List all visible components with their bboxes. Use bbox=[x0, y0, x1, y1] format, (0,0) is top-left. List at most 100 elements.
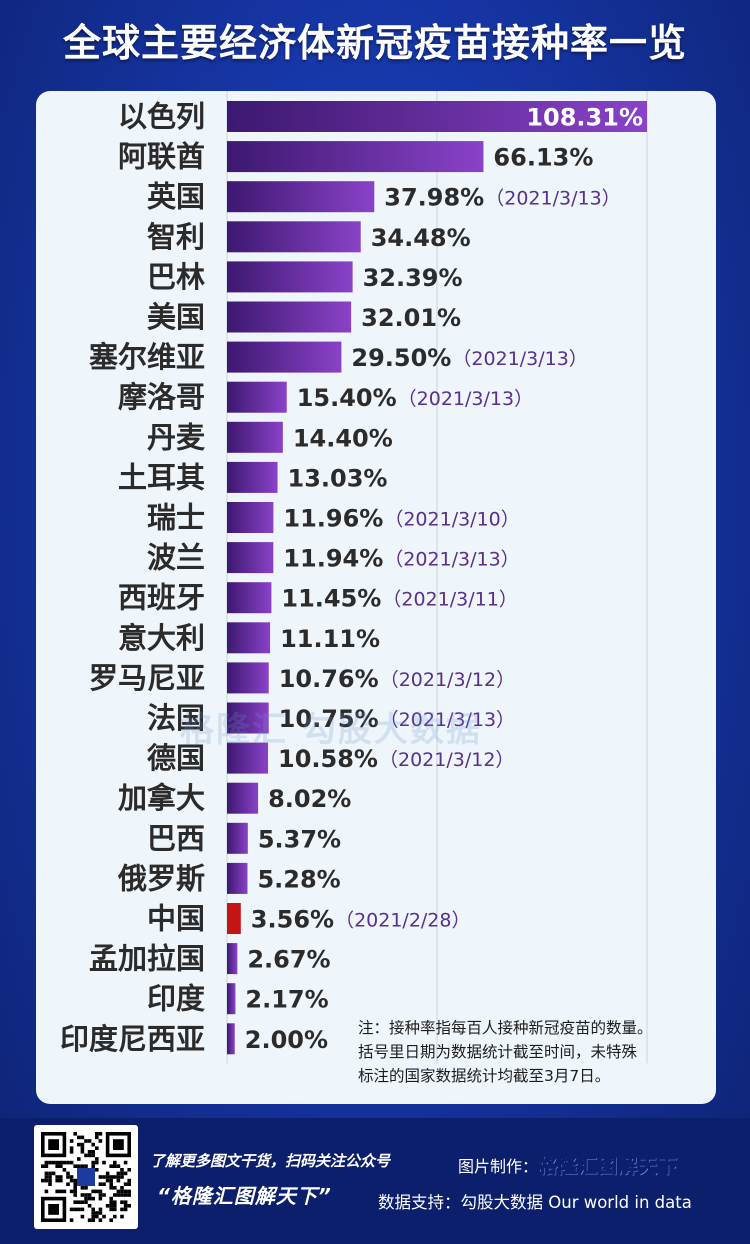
category-label: 瑞士 bbox=[147, 501, 205, 535]
category-label: 摩洛哥 bbox=[118, 380, 205, 414]
value-label: 10.58% bbox=[278, 745, 378, 773]
date-label: （2021/3/13） bbox=[485, 188, 620, 210]
category-label: 意大利 bbox=[118, 621, 205, 655]
bar bbox=[227, 862, 248, 894]
maker-credit: 图片制作：格隆汇图解天下 bbox=[458, 1151, 678, 1178]
value-label: 8.02% bbox=[268, 785, 351, 813]
value-label: 32.39% bbox=[363, 264, 463, 292]
bar bbox=[227, 502, 274, 533]
bar bbox=[227, 702, 269, 734]
value-label: 2.00% bbox=[245, 1026, 328, 1054]
bar bbox=[227, 782, 259, 814]
value-label: 11.96% bbox=[283, 505, 383, 533]
category-label: 印度尼西亚 bbox=[60, 1022, 205, 1056]
chart-panel: 以色列 108.31% 阿联酋 66.13% 英国 37.98% （2021/3/13） 智利… bbox=[36, 91, 716, 1104]
value-label: 2.67% bbox=[247, 946, 330, 974]
category-label: 印度 bbox=[147, 982, 205, 1016]
date-label: （2021/3/13） bbox=[380, 709, 515, 731]
bar bbox=[227, 141, 484, 173]
qr-code-icon[interactable] bbox=[34, 1125, 138, 1229]
category-label: 罗马尼亚 bbox=[89, 661, 205, 695]
category-label: 孟加拉国 bbox=[89, 942, 205, 976]
bar bbox=[227, 341, 342, 373]
bar bbox=[227, 421, 283, 453]
value-label: 5.37% bbox=[258, 825, 341, 853]
bar bbox=[227, 622, 271, 654]
category-label: 西班牙 bbox=[118, 581, 205, 615]
source-label: 数据支持： bbox=[378, 1193, 461, 1212]
note-line: 括号里日期为数据统计截至时间，未特殊 bbox=[358, 1043, 638, 1061]
bar bbox=[227, 181, 375, 213]
category-label: 以色列 bbox=[118, 100, 205, 134]
value-label: 11.45% bbox=[281, 585, 381, 613]
note-line: 注：接种率指每百人接种新冠疫苗的数量。 bbox=[358, 1019, 653, 1037]
date-label: （2021/3/12） bbox=[379, 749, 514, 771]
footer: 了解更多图文干货，扫码关注公众号 “格隆汇图解天下” 图片制作：格隆汇图解天下 … bbox=[0, 1118, 750, 1244]
date-label: （2021/3/13） bbox=[384, 549, 519, 571]
source-value: 勾股大数据 Our world in data bbox=[460, 1193, 692, 1212]
bar bbox=[227, 261, 353, 293]
value-label: 5.28% bbox=[257, 865, 340, 893]
bar-chart: 以色列 108.31%阿联酋 66.13%英国 37.98% （2021/3/13）智利… bbox=[60, 91, 648, 1064]
bar bbox=[227, 742, 269, 774]
bar bbox=[227, 822, 248, 854]
category-label: 英国 bbox=[147, 180, 205, 214]
bar bbox=[227, 983, 236, 1015]
bar bbox=[227, 461, 278, 493]
footer-slogan: 了解更多图文干货，扫码关注公众号 bbox=[150, 1152, 391, 1170]
category-label: 加拿大 bbox=[118, 781, 205, 815]
value-label: 13.03% bbox=[288, 464, 388, 492]
value-label: 66.13% bbox=[493, 144, 593, 172]
bar bbox=[227, 542, 274, 574]
category-label: 巴西 bbox=[147, 821, 205, 855]
value-label: 2.17% bbox=[245, 986, 328, 1014]
value-label: 10.75% bbox=[279, 705, 379, 733]
maker-brand: 格隆汇图解天下 bbox=[538, 1155, 679, 1178]
category-label: 俄罗斯 bbox=[117, 861, 205, 895]
note-line: 标注的国家数据统计均截至3月7日。 bbox=[358, 1067, 611, 1085]
date-label: （2021/3/12） bbox=[380, 669, 515, 691]
category-label: 塞尔维亚 bbox=[89, 340, 205, 374]
maker-label: 图片制作： bbox=[458, 1157, 539, 1176]
category-label: 土耳其 bbox=[118, 460, 205, 494]
category-label: 法国 bbox=[147, 701, 205, 735]
bar bbox=[227, 943, 238, 975]
bar bbox=[227, 221, 361, 253]
bar bbox=[227, 381, 287, 413]
watermark: 格隆汇 勾股大数据 bbox=[180, 710, 482, 750]
value-label: 32.01% bbox=[361, 304, 461, 332]
date-label: （2021/2/28） bbox=[335, 910, 470, 932]
category-label: 巴林 bbox=[147, 260, 205, 294]
bar bbox=[227, 301, 352, 333]
category-label: 中国 bbox=[147, 902, 205, 936]
value-label: 37.98% bbox=[384, 184, 484, 212]
date-label: （2021/3/13） bbox=[452, 348, 587, 370]
category-label: 丹麦 bbox=[147, 420, 206, 454]
date-label: （2021/3/13） bbox=[398, 388, 533, 410]
value-label: 29.50% bbox=[351, 344, 451, 372]
chart-note: 注：接种率指每百人接种新冠疫苗的数量。 括号里日期为数据统计截至时间，未特殊 标… bbox=[358, 1016, 714, 1088]
bar bbox=[227, 582, 272, 614]
category-label: 美国 bbox=[147, 300, 205, 334]
category-label: 智利 bbox=[147, 220, 205, 254]
bar bbox=[227, 1023, 235, 1055]
bar bbox=[227, 101, 647, 132]
value-label: 10.76% bbox=[279, 665, 379, 693]
value-label: 3.56% bbox=[251, 906, 334, 934]
value-label: 11.11% bbox=[280, 625, 380, 653]
page-title: 全球主要经济体新冠疫苗接种率一览 bbox=[62, 21, 687, 65]
data-source: 数据支持：勾股大数据 Our world in data bbox=[378, 1189, 692, 1213]
value-label: 11.94% bbox=[283, 545, 383, 573]
footer-account-name: “格隆汇图解天下” bbox=[157, 1184, 332, 1208]
date-label: （2021/3/10） bbox=[384, 509, 519, 531]
category-label: 波兰 bbox=[147, 541, 205, 575]
value-label: 34.48% bbox=[371, 224, 471, 252]
value-label: 108.31% bbox=[526, 104, 643, 132]
date-label: （2021/3/11） bbox=[382, 589, 517, 611]
value-label: 15.40% bbox=[297, 384, 397, 412]
value-label: 14.40% bbox=[293, 424, 393, 452]
category-label: 阿联酋 bbox=[118, 140, 205, 174]
bar bbox=[227, 662, 269, 694]
category-label: 德国 bbox=[147, 741, 205, 775]
bar bbox=[227, 903, 241, 934]
